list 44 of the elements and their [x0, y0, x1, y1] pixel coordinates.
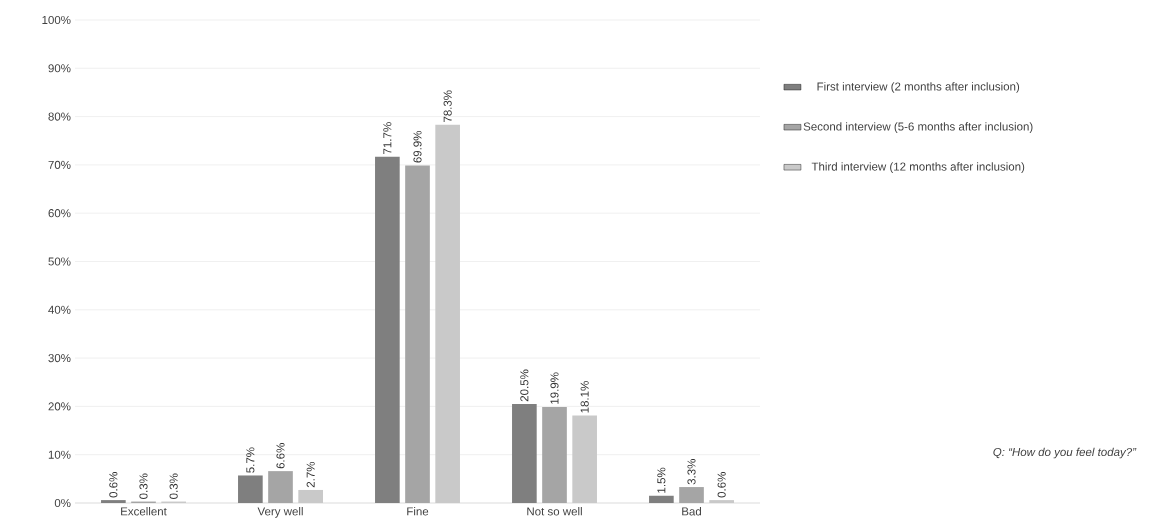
y-tick-label: 80%	[48, 112, 71, 121]
data-label: 1.5%	[657, 467, 666, 493]
data-label: 0.3%	[169, 473, 178, 499]
data-label: 3.3%	[687, 459, 696, 485]
data-label: 6.6%	[276, 443, 285, 469]
data-label: 2.7%	[306, 461, 315, 488]
x-tick-label: Bad	[682, 507, 701, 516]
legend-label: Third interview (12 months after inclusion)	[811, 162, 1025, 173]
y-tick-label: 20%	[48, 402, 71, 411]
x-tick-label: Excellent	[121, 507, 167, 516]
bar	[542, 406, 567, 503]
legend-label: Second interview (5-6 months after inclusion)	[803, 122, 1033, 133]
bar	[101, 500, 126, 503]
data-label: 78.3%	[443, 90, 452, 123]
bar	[512, 403, 537, 503]
text: Q: “How do you feel today?”	[993, 447, 1137, 459]
data-label: 0.3%	[139, 473, 148, 499]
y-tick-label: 40%	[48, 305, 71, 314]
data-label: 0.6%	[109, 472, 118, 498]
data-label: 69.9%	[413, 130, 422, 163]
data-label: 0.6%	[717, 472, 726, 498]
x-tick-label: Fine	[407, 507, 429, 516]
bar	[375, 156, 400, 503]
data-label: 19.9%	[550, 372, 559, 404]
x-tick-label: Very well	[257, 507, 303, 518]
bar	[405, 165, 430, 503]
data-label: 71.7%	[383, 122, 392, 154]
data-label: 5.7%	[246, 447, 255, 473]
data-label: 20.5%	[520, 369, 529, 402]
data-label: 18.1%	[580, 381, 589, 413]
y-tick-label: 70%	[48, 160, 71, 169]
legend-label: First interview (2 months after inclusion)	[817, 82, 1020, 93]
y-tick-label: 0%	[54, 498, 71, 508]
bar	[268, 471, 293, 503]
bar	[679, 487, 704, 503]
bar	[649, 495, 674, 503]
bar	[238, 475, 263, 503]
y-tick-label: 30%	[48, 354, 71, 363]
y-tick-label: 90%	[48, 64, 71, 73]
y-tick-label: 60%	[48, 209, 71, 218]
x-tick-label: Not so well	[527, 507, 582, 516]
y-tick-label: 50%	[48, 257, 71, 266]
y-tick-label: 100%	[42, 15, 71, 25]
y-tick-label: 10%	[48, 450, 71, 459]
